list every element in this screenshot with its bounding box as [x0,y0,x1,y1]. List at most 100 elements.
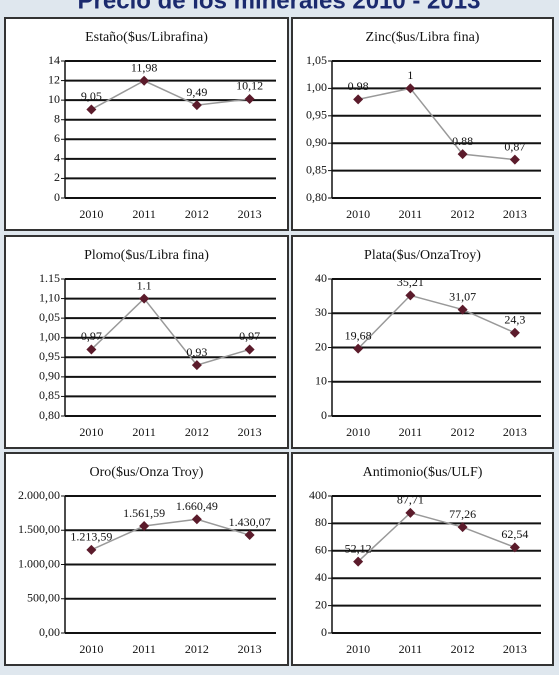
x-tick-label: 2013 [238,207,262,221]
line [90,297,250,366]
x-tick-label: 2010 [79,425,103,439]
data-label: 52,12 [345,541,372,555]
y-tick-label: 1,10 [39,290,60,304]
y-tick-label: 6 [54,131,60,145]
y-tick-label: 20 [315,597,327,611]
data-label: 1.561,59 [123,506,165,520]
marker [139,75,150,86]
x-tick-label: 2010 [79,642,103,656]
marker [509,154,520,165]
y-tick-label: 0,95 [306,108,327,122]
x-tick-label: 2012 [451,642,475,656]
y-tick-label: 1,00 [39,329,60,343]
marker [457,304,468,315]
line [357,294,516,350]
marker [244,93,255,104]
marker [405,83,416,94]
y-tick-label: 2.000,00 [18,488,60,502]
marker [244,344,255,355]
x-tick-label: 2011 [399,642,423,656]
y-tick-label: 0 [321,625,327,639]
y-tick-label: 400 [309,488,327,502]
y-tick-label: 0,05 [39,310,60,324]
line [91,79,250,111]
marker [353,556,364,567]
y-tick-label: 10 [48,92,60,106]
marker [86,104,97,115]
y-tick-label: 2 [54,170,60,184]
x-tick-label: 2013 [238,425,262,439]
y-tick-label: 0,80 [306,190,327,204]
chart-title: Estaño($us/Librafina) [85,30,208,45]
y-tick-label: 0 [321,408,327,422]
y-tick-label: 0,85 [39,388,60,402]
data-label: 1.430,07 [229,515,271,529]
marker [244,530,255,541]
y-tick-label: 4 [54,151,60,165]
data-label: 31,07 [449,289,476,303]
y-tick-label: 60 [315,543,327,557]
y-tick-label: 0,80 [39,408,60,422]
y-tick-label: 1.500,00 [18,522,60,536]
chart-title: Plata($us/OnzaTroy) [364,248,481,263]
chart-title: Oro($us/Onza Troy) [90,465,204,480]
x-tick-label: 2012 [451,207,475,221]
y-tick-label: 10 [315,374,327,388]
chart-title: Zinc($us/Libra fina) [366,30,480,45]
chart-title: Plomo($us/Libra fina) [84,248,209,263]
y-tick-label: 0,00 [39,625,60,639]
data-label: 11,98 [131,61,158,75]
marker [457,149,468,160]
marker [457,522,468,533]
data-label: 0.88 [452,134,473,148]
data-label: 24,3 [504,313,525,327]
data-label: 9,05 [81,89,102,103]
panel [4,17,289,231]
data-label: 77,26 [449,507,476,521]
y-tick-label: 40 [315,271,327,285]
x-tick-label: 2013 [503,425,527,439]
x-tick-label: 2011 [132,425,156,439]
data-label: 9,49 [186,85,207,99]
data-label: 1.1 [137,278,152,292]
marker [139,293,150,304]
x-tick-label: 2013 [503,642,527,656]
data-label: 0,97 [239,329,260,343]
marker [509,327,520,338]
y-tick-label: 0,90 [39,369,60,383]
marker [353,343,364,354]
marker [353,94,364,105]
marker [191,360,202,371]
data-label: 87,71 [397,493,424,507]
y-tick-label: 0,85 [306,162,327,176]
y-tick-label: 40 [315,570,327,584]
data-label: 0.98 [348,79,369,93]
x-tick-label: 2012 [185,207,209,221]
y-tick-label: 1,05 [306,53,327,67]
marker [191,100,202,111]
marker [191,514,202,525]
data-label: 0,87 [504,139,525,153]
data-label: 0,97 [81,329,102,343]
y-tick-label: 500,00 [27,591,60,605]
x-tick-label: 2010 [346,642,370,656]
y-tick-label: 14 [48,53,60,67]
x-tick-label: 2010 [346,425,370,439]
y-tick-label: 0,95 [39,349,60,363]
y-tick-label: 20 [315,339,327,353]
data-label: 10,12 [236,79,263,93]
x-tick-label: 2010 [346,207,370,221]
y-tick-label: 0,90 [306,135,327,149]
x-tick-label: 2012 [185,642,209,656]
x-tick-label: 2012 [185,425,209,439]
y-tick-label: 1.15 [39,271,60,285]
marker [405,290,416,301]
marker [509,542,520,553]
data-label: 1.660,49 [176,499,218,513]
y-tick-label: 1.000,00 [18,556,60,570]
line [357,512,516,563]
page-title: Precio de los minerales 2010 - 2013 [78,0,481,14]
panel [291,235,554,449]
